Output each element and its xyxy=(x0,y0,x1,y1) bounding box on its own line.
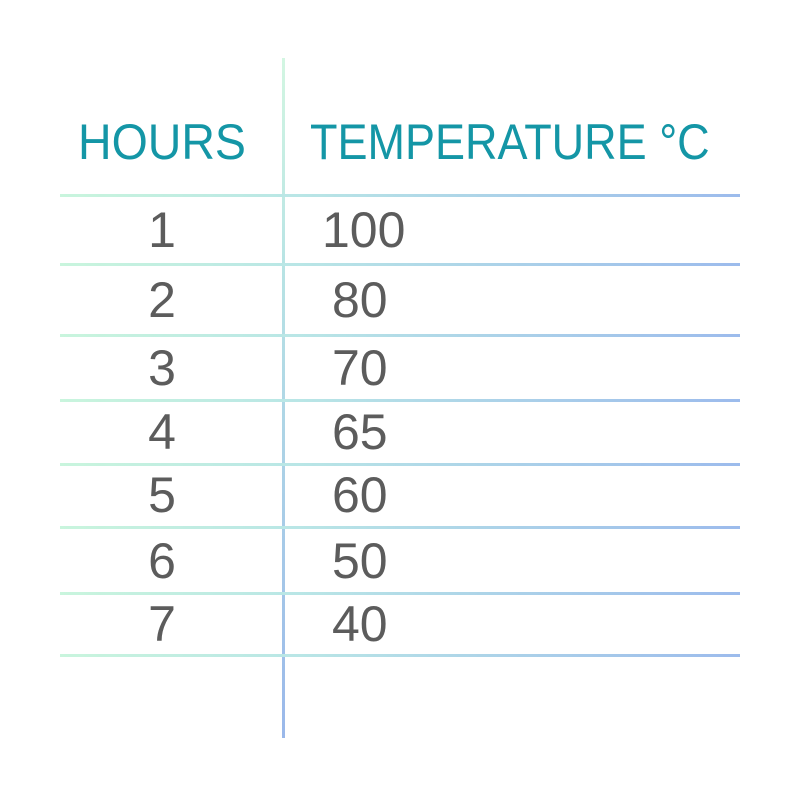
column-divider xyxy=(282,58,285,738)
cell-temperature: 80 xyxy=(332,272,388,328)
row-divider xyxy=(60,334,740,337)
cell-temperature: 65 xyxy=(332,404,388,460)
cell-hours: 4 xyxy=(148,404,176,460)
row-divider xyxy=(60,194,740,197)
row-divider xyxy=(60,399,740,402)
cell-hours: 5 xyxy=(148,467,176,523)
cell-temperature: 40 xyxy=(332,596,388,652)
cell-hours: 3 xyxy=(148,340,176,396)
header-temperature: TEMPERATURE °C xyxy=(310,114,710,170)
cell-hours: 1 xyxy=(148,202,176,258)
cell-hours: 7 xyxy=(148,596,176,652)
cell-hours: 6 xyxy=(148,533,176,589)
row-divider xyxy=(60,263,740,266)
cell-temperature: 100 xyxy=(322,202,406,258)
header-hours: HOURS xyxy=(78,114,246,170)
row-divider xyxy=(60,463,740,466)
row-divider xyxy=(60,526,740,529)
cell-hours: 2 xyxy=(148,272,176,328)
cell-temperature: 50 xyxy=(332,533,388,589)
row-divider xyxy=(60,592,740,595)
cell-temperature: 60 xyxy=(332,467,388,523)
row-divider xyxy=(60,654,740,657)
cell-temperature: 70 xyxy=(332,340,388,396)
